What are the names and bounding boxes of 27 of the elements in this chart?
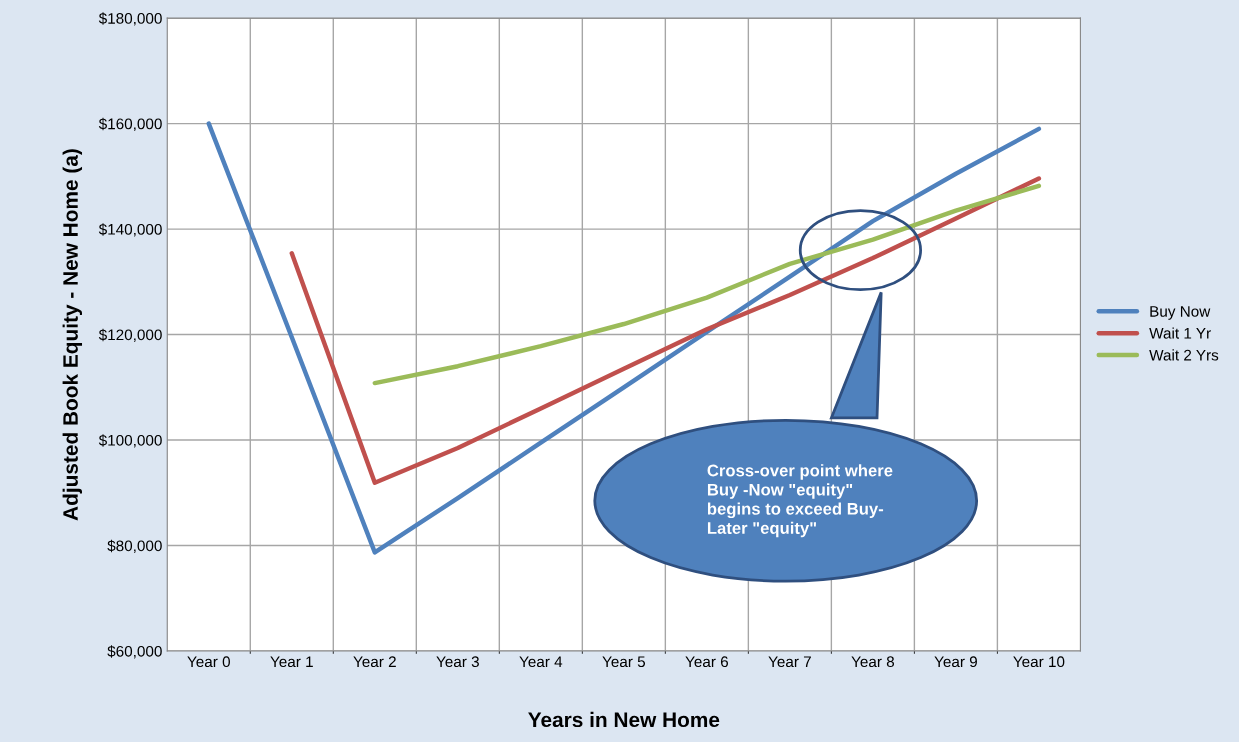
x-tick-label: Year 5 (602, 656, 646, 668)
x-tick-label: Year 2 (353, 656, 396, 668)
x-tick-label: Year 3 (436, 656, 479, 668)
x-tick-label: Year 9 (934, 656, 977, 668)
line-series (289, 176, 1042, 485)
x-tick-label: Year 7 (768, 656, 811, 668)
x-tick-label: Year 1 (270, 656, 313, 668)
y-tick-label: $160,000 (98, 117, 162, 132)
x-tick-label: Year 4 (519, 656, 563, 668)
x-axis-title: Years in New Home (528, 711, 720, 728)
y-tick-label: $60,000 (107, 645, 162, 659)
x-tick-label: Year 8 (851, 656, 895, 668)
line-series (206, 121, 1042, 555)
y-axis-title: Adjusted Book Equity - New Home (a) (62, 149, 83, 521)
legend-label: Wait 1 Yr (1149, 327, 1211, 339)
x-tick-label: Year 6 (685, 656, 728, 668)
x-tick-label: Year 0 (187, 656, 230, 668)
y-tick-label: $120,000 (98, 328, 162, 343)
y-tick-label: $80,000 (107, 539, 162, 554)
y-tick-label: $180,000 (98, 12, 162, 26)
y-tick-label: $100,000 (98, 434, 162, 448)
legend-label: Buy Now (1150, 306, 1211, 320)
legend-label: Wait 2 Yrs (1149, 349, 1219, 361)
annotation: Cross-over point where Buy -Now "equity" begins to exceed Buy- Later "equity" (707, 464, 893, 538)
y-tick-label: $140,000 (98, 223, 162, 237)
x-tick-label: Year 10 (1013, 656, 1065, 668)
line-series (372, 183, 1042, 386)
